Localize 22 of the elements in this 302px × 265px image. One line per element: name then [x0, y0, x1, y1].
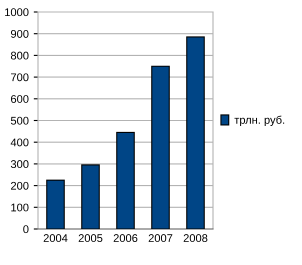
y-tick-label: 1000 [5, 8, 29, 16]
y-tick-label: 100 [11, 204, 29, 212]
y-tick-label: 400 [10, 138, 29, 146]
y-tick-label: 600 [11, 95, 29, 103]
y-tick-label: 900 [10, 30, 29, 38]
y-tick-label: 500 [10, 116, 29, 125]
y-tick-label: 700 [11, 73, 29, 82]
y-tick-label: 300 [10, 160, 29, 168]
bar [186, 36, 205, 229]
y-tick-label: 200 [10, 182, 29, 190]
bar [81, 164, 100, 229]
bar [46, 180, 65, 229]
x-tick-label: 2004 [44, 234, 68, 242]
x-tick-label: 2006 [114, 234, 138, 242]
y-tick-label: 0 [23, 225, 29, 234]
legend-label: трлн. руб. [234, 116, 284, 126]
y-tick-label: 800 [10, 52, 29, 60]
bar [151, 66, 170, 229]
x-tick-label: 2007 [148, 234, 172, 242]
x-tick-label: 2008 [184, 234, 208, 242]
x-tick-label: 2005 [78, 234, 102, 242]
bar [116, 132, 135, 229]
